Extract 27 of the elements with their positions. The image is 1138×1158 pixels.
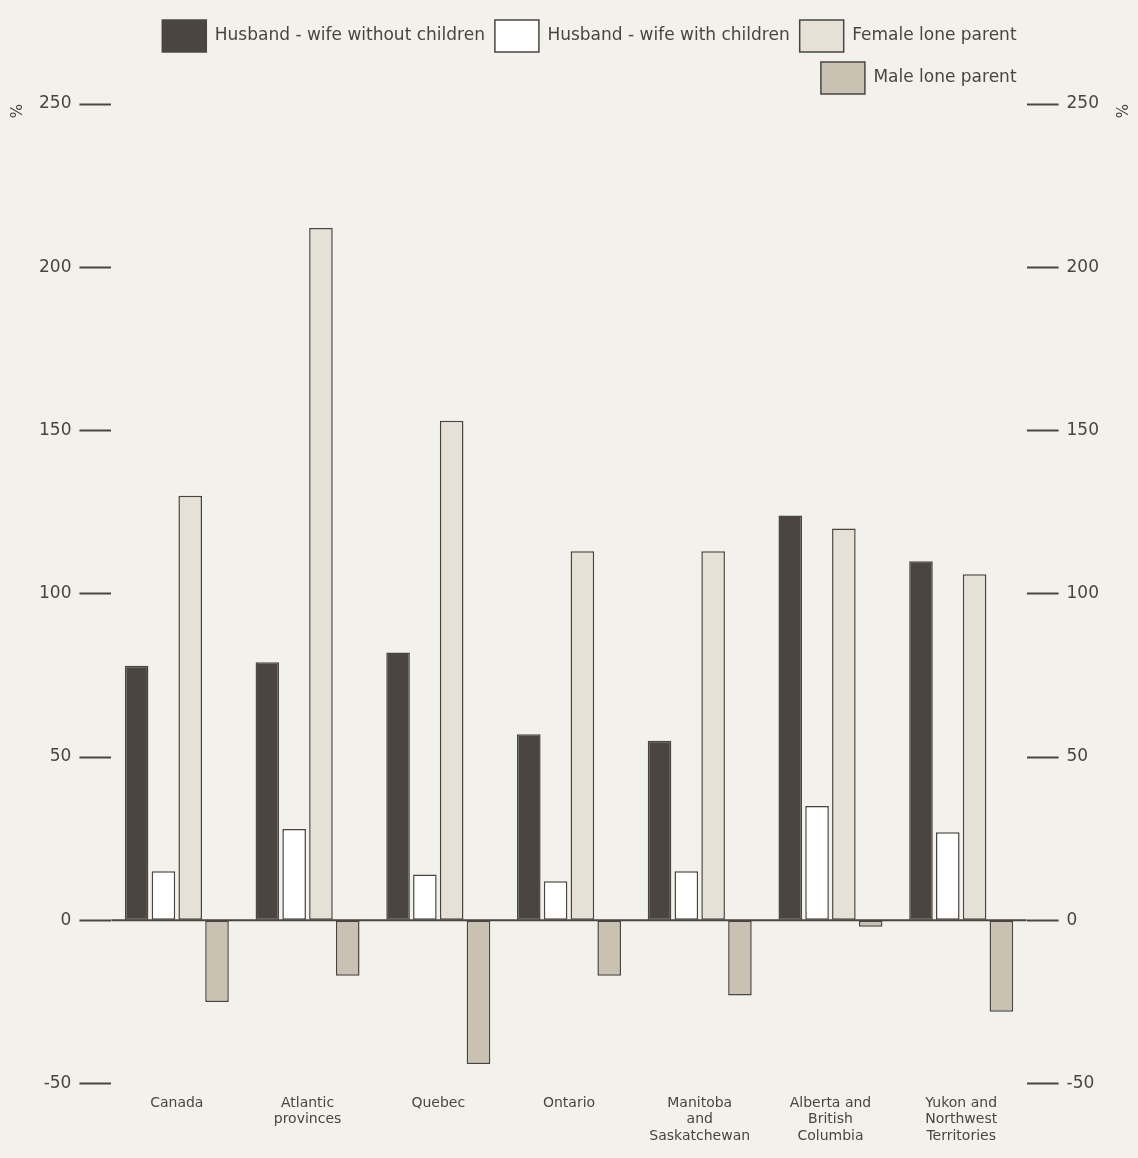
y2-tick-label: 150 xyxy=(1066,418,1100,439)
y2-axis-title: % xyxy=(1112,104,1131,119)
y-axis-title: % xyxy=(7,104,26,119)
legend-label: Male lone parent xyxy=(873,66,1017,87)
y2-tick-label: -50 xyxy=(1066,1072,1095,1093)
x-tick-label: Quebec xyxy=(411,1093,466,1110)
y-tick-label: -50 xyxy=(43,1072,72,1093)
x-tick-label: Manitoba and Saskatchewan xyxy=(649,1093,751,1144)
y-tick-label: 0 xyxy=(60,908,72,929)
y2-tick-label: 200 xyxy=(1066,255,1100,276)
y2-tick-label: 0 xyxy=(1066,908,1078,929)
legend-label: Husband - wife with children xyxy=(547,24,790,45)
y-tick-label: 200 xyxy=(38,255,72,276)
legend-label: Husband - wife without children xyxy=(214,24,485,45)
x-tick-label: Canada xyxy=(150,1093,204,1110)
x-tick-label: Yukon and Northwest Territories xyxy=(924,1093,998,1144)
legend-label: Female lone parent xyxy=(852,24,1017,45)
y-tick-label: 100 xyxy=(38,582,72,603)
y2-tick-label: 50 xyxy=(1066,745,1089,766)
y-tick-label: 150 xyxy=(38,418,72,439)
x-tick-label: Ontario xyxy=(542,1093,596,1110)
y-tick-label: 50 xyxy=(49,745,72,766)
y2-tick-label: 100 xyxy=(1066,582,1100,603)
x-tick-label: Atlantic provinces xyxy=(273,1093,342,1127)
x-tick-label: Alberta and British Columbia xyxy=(789,1093,872,1144)
y2-tick-label: 250 xyxy=(1066,92,1100,113)
y-tick-label: 250 xyxy=(38,92,72,113)
